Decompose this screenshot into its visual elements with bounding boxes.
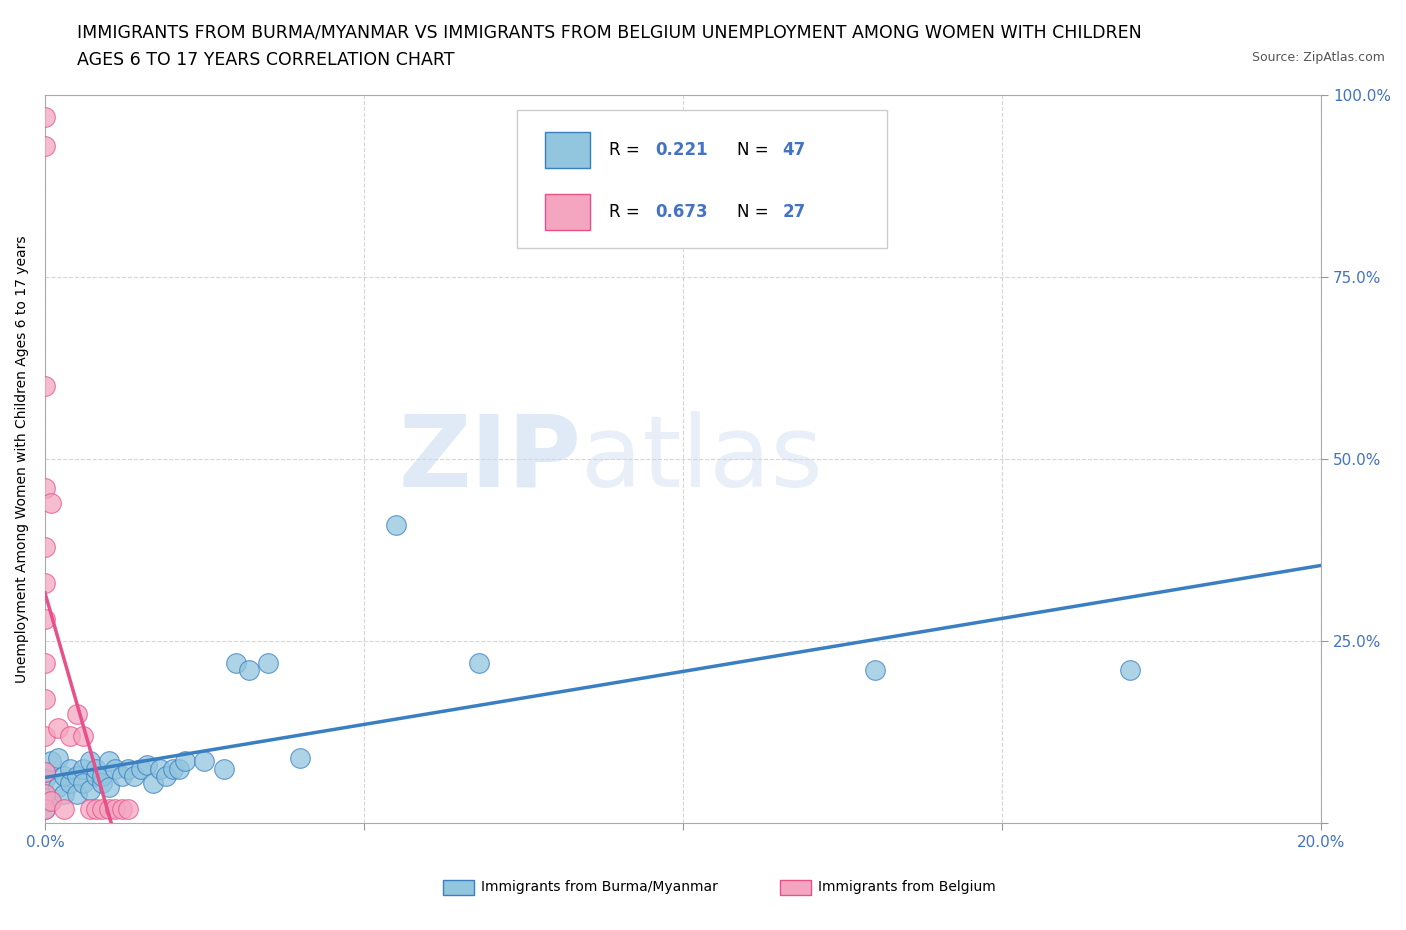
Point xyxy=(34,539,56,554)
FancyBboxPatch shape xyxy=(517,110,887,248)
Point xyxy=(290,751,312,765)
Point xyxy=(34,801,56,816)
Point xyxy=(91,776,114,790)
Point xyxy=(257,656,280,671)
Point xyxy=(97,779,120,794)
Point xyxy=(72,728,94,743)
Point xyxy=(41,496,63,511)
Point xyxy=(91,801,114,816)
Point xyxy=(104,761,127,776)
Point xyxy=(72,761,94,776)
Point xyxy=(155,768,177,783)
Bar xyxy=(546,132,591,168)
Point xyxy=(41,794,63,809)
Point xyxy=(34,379,56,394)
Point xyxy=(149,761,172,776)
Point xyxy=(117,761,139,776)
Point xyxy=(212,761,235,776)
Point xyxy=(167,761,190,776)
Text: atlas: atlas xyxy=(581,411,823,508)
Point xyxy=(238,663,260,678)
Point xyxy=(84,768,107,783)
Point xyxy=(110,801,132,816)
Point xyxy=(34,692,56,707)
Point xyxy=(66,707,89,722)
Text: AGES 6 TO 17 YEARS CORRELATION CHART: AGES 6 TO 17 YEARS CORRELATION CHART xyxy=(77,51,454,69)
Text: Immigrants from Belgium: Immigrants from Belgium xyxy=(818,880,995,895)
Point xyxy=(468,656,491,671)
Point xyxy=(193,754,215,769)
Point xyxy=(59,776,82,790)
Point xyxy=(46,779,69,794)
Point xyxy=(34,481,56,496)
Point xyxy=(34,576,56,591)
Text: N =: N = xyxy=(737,203,773,220)
Text: Immigrants from Burma/Myanmar: Immigrants from Burma/Myanmar xyxy=(481,880,717,895)
Point xyxy=(34,139,56,153)
Point xyxy=(34,728,56,743)
Point xyxy=(124,768,146,783)
Y-axis label: Unemployment Among Women with Children Ages 6 to 17 years: Unemployment Among Women with Children A… xyxy=(15,235,30,683)
Text: 0.673: 0.673 xyxy=(655,203,707,220)
Bar xyxy=(546,193,591,230)
Point xyxy=(53,801,76,816)
Point xyxy=(46,751,69,765)
Text: IMMIGRANTS FROM BURMA/MYANMAR VS IMMIGRANTS FROM BELGIUM UNEMPLOYMENT AMONG WOME: IMMIGRANTS FROM BURMA/MYANMAR VS IMMIGRA… xyxy=(77,23,1142,41)
Point xyxy=(66,787,89,802)
Point xyxy=(110,768,132,783)
Point xyxy=(162,761,184,776)
Point xyxy=(72,776,94,790)
Point xyxy=(136,757,159,772)
Point xyxy=(46,721,69,736)
Point xyxy=(863,663,886,678)
Text: ZIP: ZIP xyxy=(398,411,581,508)
Point xyxy=(34,612,56,627)
Point xyxy=(34,772,56,787)
Point xyxy=(84,801,107,816)
Text: 47: 47 xyxy=(783,141,806,159)
Point xyxy=(174,754,197,769)
Point xyxy=(53,787,76,802)
Text: Source: ZipAtlas.com: Source: ZipAtlas.com xyxy=(1251,51,1385,64)
Point xyxy=(34,110,56,125)
Point xyxy=(66,768,89,783)
Point xyxy=(34,790,56,805)
Point xyxy=(79,754,101,769)
Point xyxy=(34,787,56,802)
Point xyxy=(97,801,120,816)
Point xyxy=(53,768,76,783)
Point xyxy=(59,761,82,776)
Point xyxy=(34,656,56,671)
Point xyxy=(59,728,82,743)
Point xyxy=(79,801,101,816)
Point xyxy=(117,801,139,816)
Point xyxy=(104,801,127,816)
Text: N =: N = xyxy=(737,141,773,159)
Text: R =: R = xyxy=(609,203,645,220)
Point xyxy=(225,656,247,671)
Text: 27: 27 xyxy=(783,203,806,220)
Point xyxy=(34,787,56,802)
Point xyxy=(142,776,165,790)
Point xyxy=(1119,663,1142,678)
Point xyxy=(79,783,101,798)
Point xyxy=(41,754,63,769)
Point xyxy=(129,761,152,776)
Point xyxy=(34,764,56,779)
Point xyxy=(84,761,107,776)
Point xyxy=(34,801,56,816)
Point xyxy=(41,794,63,809)
Text: 0.221: 0.221 xyxy=(655,141,707,159)
Point xyxy=(97,754,120,769)
Point xyxy=(385,517,408,532)
Point xyxy=(91,768,114,783)
Point xyxy=(34,764,56,779)
Text: R =: R = xyxy=(609,141,645,159)
